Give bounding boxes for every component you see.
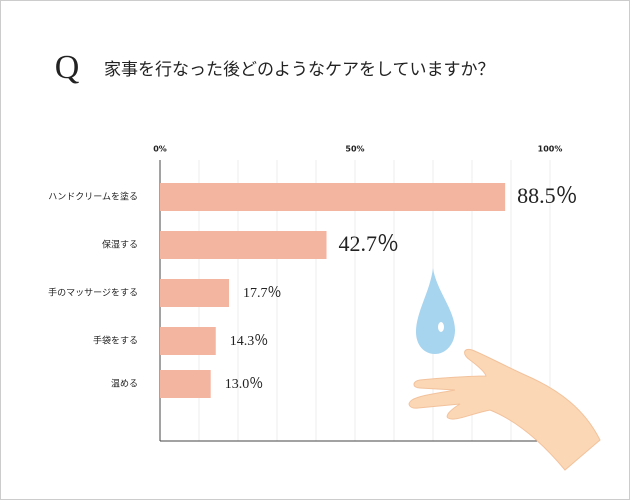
- water-drop: [416, 268, 455, 354]
- bar: [160, 279, 230, 307]
- hand: [408, 348, 601, 471]
- category-label: ハンドクリームを塗る: [48, 191, 138, 203]
- value-label: 17.7％: [243, 286, 282, 301]
- x-tick-label: 50%: [345, 145, 364, 154]
- bar: [160, 327, 216, 355]
- x-tick-label: 100%: [538, 145, 563, 154]
- x-tick-label: 0%: [153, 145, 167, 154]
- bar: [160, 231, 327, 259]
- bar: [160, 183, 506, 211]
- value-label: 13.0％: [225, 377, 264, 392]
- bar: [160, 370, 211, 398]
- illustration: [408, 268, 601, 471]
- value-label: 88.5％: [517, 183, 578, 208]
- category-label: 温める: [111, 379, 138, 390]
- title-mark: Q: [55, 49, 80, 86]
- category-label: 手袋をする: [93, 335, 138, 347]
- category-label: 保湿する: [102, 239, 138, 251]
- chart-title: 家事を行なった後どのようなケアをしていますか？: [104, 60, 495, 80]
- value-label: 14.3％: [230, 334, 269, 349]
- value-label: 42.7％: [339, 231, 400, 256]
- drop-highlight: [438, 322, 444, 332]
- category-label: 手のマッサージをする: [48, 287, 138, 299]
